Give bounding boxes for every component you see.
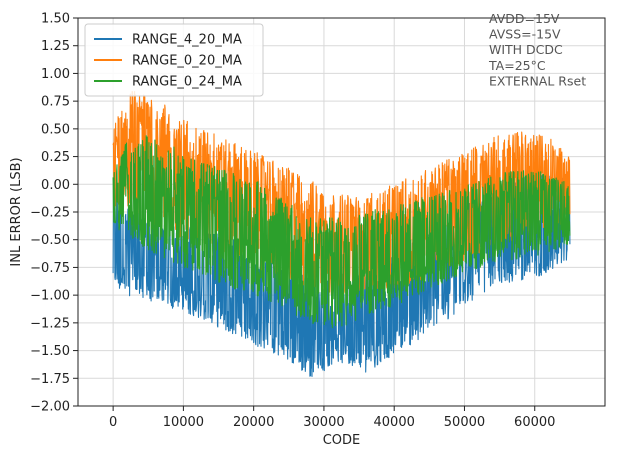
y-tick-label: −1.25 bbox=[30, 316, 70, 331]
legend: RANGE_4_20_MA RANGE_0_20_MA RANGE_0_24_MA bbox=[84, 23, 264, 97]
y-axis-ticks: 1.50 1.25 1.00 0.75 0.50 0.25 0.00 −0.25 −0.50 −0… bbox=[30, 12, 78, 415]
y-tick-label: −0.50 bbox=[30, 233, 70, 248]
y-tick-label: 1.50 bbox=[41, 12, 70, 27]
annotation-line: AVSS=-15V bbox=[489, 27, 561, 42]
legend-label: RANGE_4_20_MA bbox=[132, 33, 242, 48]
series-line-range-0-24-ma bbox=[112, 135, 571, 329]
y-tick-label: 1.00 bbox=[41, 67, 70, 82]
y-tick-label: 0.25 bbox=[41, 150, 70, 165]
y-tick-label: −0.25 bbox=[30, 206, 70, 221]
y-tick-label: −1.00 bbox=[30, 289, 70, 304]
y-tick-label: 0.00 bbox=[41, 178, 70, 193]
x-tick-label: 10000 bbox=[163, 415, 204, 430]
legend-label: RANGE_0_20_MA bbox=[132, 54, 242, 69]
annotation-line: TA=25°C bbox=[488, 58, 546, 73]
y-tick-label: −0.75 bbox=[30, 261, 70, 276]
x-tick-label: 40000 bbox=[374, 415, 415, 430]
legend-box bbox=[84, 23, 264, 97]
y-tick-label: −1.50 bbox=[30, 344, 70, 359]
y-tick-label: −2.00 bbox=[30, 400, 70, 415]
x-tick-label: 60000 bbox=[514, 415, 555, 430]
annotation-line: AVDD=15V bbox=[489, 11, 560, 26]
y-tick-label: 1.25 bbox=[41, 39, 70, 54]
annotation-line: EXTERNAL Rset bbox=[489, 73, 586, 88]
x-axis-ticks: 0 10000 20000 30000 40000 50000 60000 bbox=[109, 406, 555, 430]
annotation-line: WITH DCDC bbox=[489, 42, 563, 57]
y-axis-label: INL ERROR (LSB) bbox=[9, 157, 24, 266]
x-tick-label: 30000 bbox=[303, 415, 344, 430]
x-tick-label: 20000 bbox=[233, 415, 274, 430]
x-tick-label: 0 bbox=[109, 415, 117, 430]
y-tick-label: 0.50 bbox=[41, 122, 70, 137]
y-tick-label: 0.75 bbox=[41, 95, 70, 110]
y-tick-label: −1.75 bbox=[30, 372, 70, 387]
x-axis-label: CODE bbox=[323, 433, 361, 448]
x-tick-label: 50000 bbox=[444, 415, 485, 430]
series-layer bbox=[112, 90, 571, 378]
legend-label: RANGE_0_24_MA bbox=[132, 75, 242, 90]
